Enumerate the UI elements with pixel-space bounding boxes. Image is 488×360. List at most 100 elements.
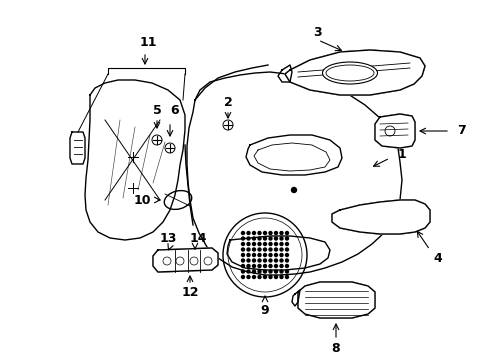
Circle shape — [263, 275, 266, 279]
Circle shape — [252, 265, 255, 267]
Text: 7: 7 — [457, 125, 466, 138]
Circle shape — [258, 275, 261, 279]
Circle shape — [258, 243, 261, 246]
Text: 11: 11 — [139, 36, 157, 49]
Circle shape — [280, 243, 283, 246]
Circle shape — [280, 259, 283, 262]
Text: 12: 12 — [181, 285, 198, 298]
Circle shape — [274, 243, 277, 246]
Circle shape — [268, 259, 271, 262]
Circle shape — [285, 248, 288, 251]
Circle shape — [285, 275, 288, 279]
Polygon shape — [297, 282, 374, 318]
Circle shape — [268, 237, 271, 240]
Circle shape — [274, 237, 277, 240]
Circle shape — [263, 265, 266, 267]
Circle shape — [241, 243, 244, 246]
Circle shape — [246, 231, 249, 234]
Text: 1: 1 — [397, 148, 406, 162]
Circle shape — [241, 253, 244, 256]
Circle shape — [268, 243, 271, 246]
Circle shape — [252, 259, 255, 262]
Circle shape — [263, 248, 266, 251]
Circle shape — [258, 265, 261, 267]
Polygon shape — [374, 114, 414, 148]
Circle shape — [274, 259, 277, 262]
Circle shape — [274, 231, 277, 234]
Circle shape — [291, 188, 296, 193]
Text: 10: 10 — [133, 194, 150, 207]
Text: 4: 4 — [433, 252, 442, 265]
Circle shape — [268, 265, 271, 267]
Circle shape — [241, 275, 244, 279]
Circle shape — [285, 231, 288, 234]
Circle shape — [285, 253, 288, 256]
Circle shape — [241, 259, 244, 262]
Polygon shape — [285, 50, 424, 95]
Text: 3: 3 — [313, 26, 322, 39]
Circle shape — [258, 231, 261, 234]
Circle shape — [274, 270, 277, 273]
Circle shape — [246, 253, 249, 256]
Circle shape — [280, 253, 283, 256]
Circle shape — [241, 265, 244, 267]
Circle shape — [285, 237, 288, 240]
Circle shape — [274, 248, 277, 251]
Text: 6: 6 — [170, 104, 179, 117]
Polygon shape — [331, 200, 429, 234]
Circle shape — [241, 248, 244, 251]
Text: 8: 8 — [331, 342, 340, 355]
Polygon shape — [153, 248, 218, 272]
Circle shape — [241, 270, 244, 273]
Circle shape — [263, 237, 266, 240]
Circle shape — [246, 248, 249, 251]
Circle shape — [252, 248, 255, 251]
Circle shape — [285, 270, 288, 273]
Circle shape — [258, 259, 261, 262]
Circle shape — [274, 275, 277, 279]
Circle shape — [252, 237, 255, 240]
Ellipse shape — [322, 62, 377, 84]
Circle shape — [246, 243, 249, 246]
Circle shape — [263, 253, 266, 256]
Text: 13: 13 — [159, 231, 176, 244]
Circle shape — [241, 231, 244, 234]
Circle shape — [274, 253, 277, 256]
Circle shape — [263, 259, 266, 262]
Circle shape — [263, 243, 266, 246]
Circle shape — [258, 248, 261, 251]
Circle shape — [246, 259, 249, 262]
Circle shape — [246, 265, 249, 267]
Circle shape — [268, 231, 271, 234]
Circle shape — [274, 265, 277, 267]
Circle shape — [246, 237, 249, 240]
Circle shape — [246, 270, 249, 273]
Text: 2: 2 — [223, 95, 232, 108]
Circle shape — [268, 275, 271, 279]
Circle shape — [246, 275, 249, 279]
Circle shape — [280, 237, 283, 240]
Circle shape — [252, 275, 255, 279]
Circle shape — [285, 259, 288, 262]
Circle shape — [280, 231, 283, 234]
Circle shape — [252, 253, 255, 256]
Circle shape — [280, 248, 283, 251]
Circle shape — [241, 237, 244, 240]
Circle shape — [268, 270, 271, 273]
Text: 5: 5 — [152, 104, 161, 117]
Circle shape — [280, 275, 283, 279]
Circle shape — [263, 270, 266, 273]
Circle shape — [285, 265, 288, 267]
Circle shape — [268, 248, 271, 251]
Circle shape — [285, 243, 288, 246]
Circle shape — [280, 265, 283, 267]
Circle shape — [258, 253, 261, 256]
Circle shape — [263, 231, 266, 234]
Circle shape — [252, 270, 255, 273]
Circle shape — [258, 237, 261, 240]
Text: 9: 9 — [260, 303, 269, 316]
Text: 14: 14 — [189, 231, 206, 244]
Circle shape — [258, 270, 261, 273]
Circle shape — [252, 231, 255, 234]
Circle shape — [280, 270, 283, 273]
